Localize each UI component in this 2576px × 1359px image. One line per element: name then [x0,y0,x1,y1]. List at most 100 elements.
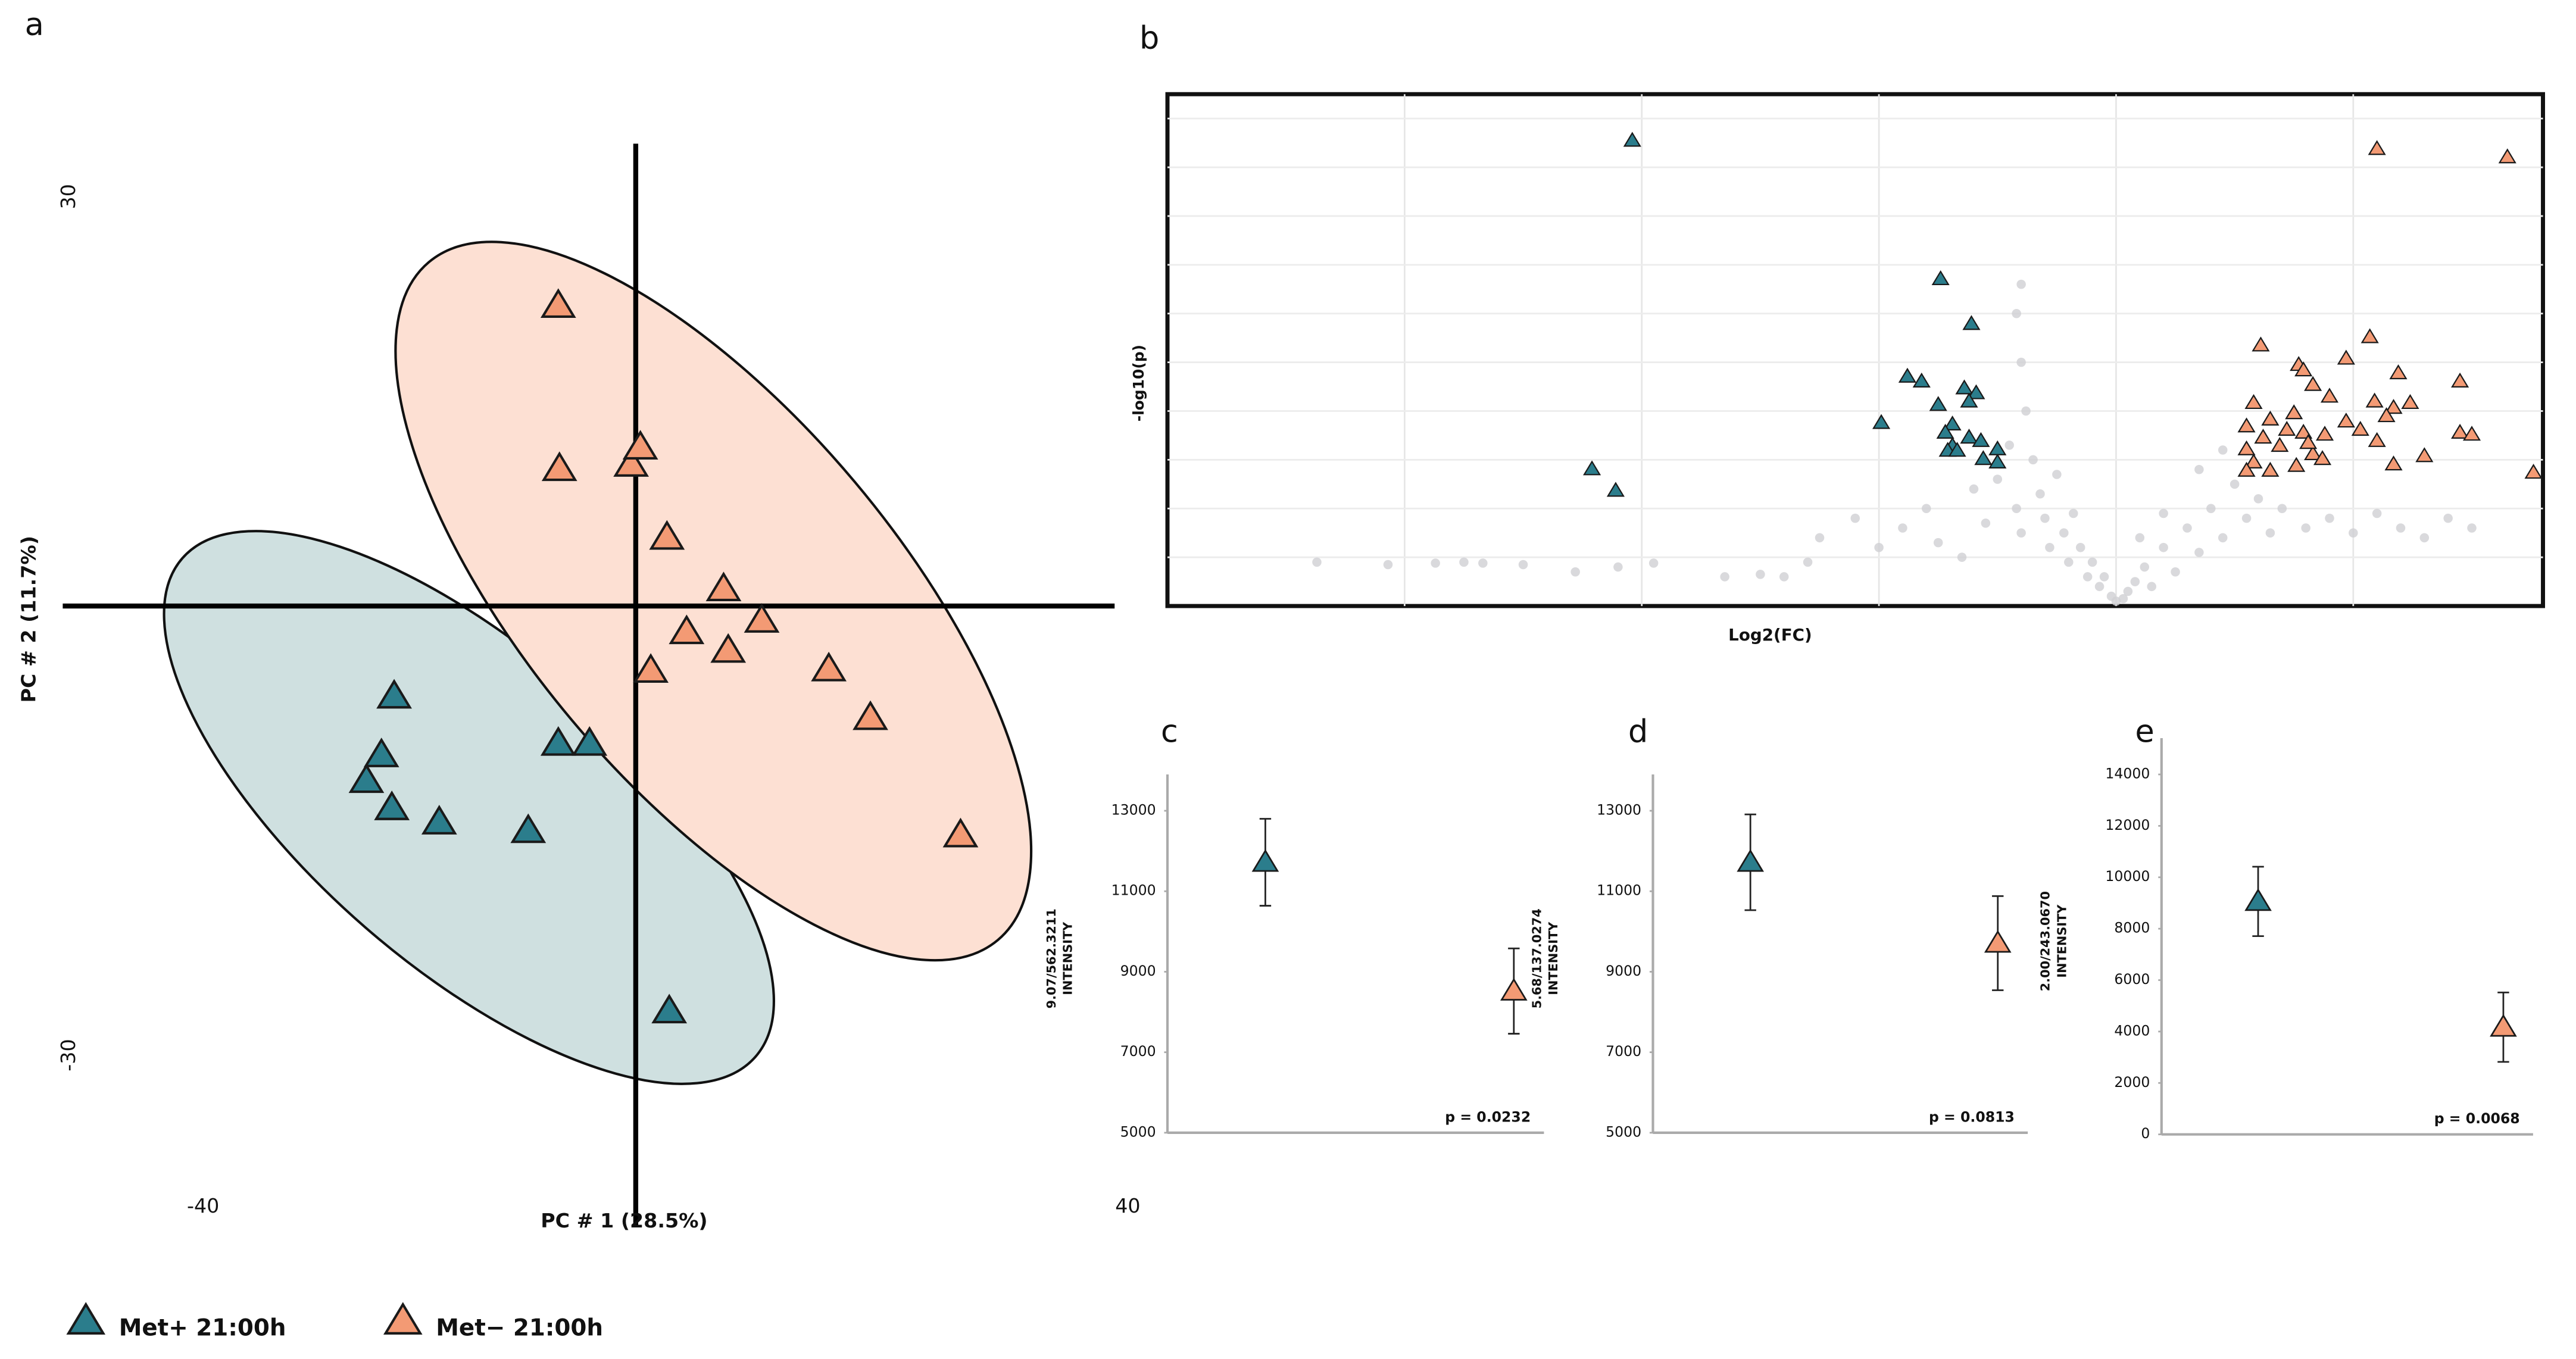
point [2244,393,2263,410]
point [2123,586,2133,596]
point [2094,582,2104,592]
panel-letter: b [1139,20,1159,56]
y-tick-label: 30 [57,184,80,209]
point [1981,518,1991,528]
point [2218,533,2228,543]
annotation: p = 0.0232 [1445,1108,1531,1125]
point [1500,977,1528,1001]
point [2099,572,2109,582]
point [2396,523,2406,533]
point [2194,548,2204,557]
point [2377,407,2396,423]
point [1459,557,1469,567]
point [2016,279,2026,289]
point [2462,426,2481,441]
y-tick-label: -30 [57,1039,80,1071]
point [1898,523,1907,533]
point [2498,148,2516,164]
point [2147,582,2156,592]
panel-letter: a [25,7,44,43]
legend-label: Met+ 21:00h [119,1314,286,1341]
point [651,994,688,1024]
point [2294,361,2313,377]
point [1948,442,1966,457]
point [2299,434,2318,449]
point [2237,440,2256,455]
point [1623,132,1641,147]
point [1960,429,1978,444]
y-tick-label: 0 [2141,1125,2150,1142]
point [2130,577,2140,586]
point [2159,543,2168,552]
point [2159,508,2168,518]
point [2254,429,2272,444]
point [1613,562,1623,572]
point [1988,453,2007,468]
point [2261,410,2280,426]
point [2524,464,2543,479]
y-axis-label: -log10(p) [1130,345,1147,421]
annotation: p = 0.0068 [2434,1110,2520,1127]
point [2384,399,2403,414]
y-tick-label: 2000 [2114,1074,2150,1091]
point [811,651,847,682]
point [2337,349,2355,365]
point [1972,432,1990,447]
point [1943,415,1962,431]
point [1570,567,1580,577]
y-tick-label: 13000 [1111,802,1156,818]
y-tick-label: 11000 [1111,882,1156,899]
point [2230,479,2240,489]
point [2337,413,2355,428]
point [2304,445,2322,461]
x-axis-label: PC # 1 (28.5%) [541,1209,707,1232]
point [2118,594,2128,604]
point [2277,504,2287,514]
point [2253,494,2263,504]
point [2087,557,2097,567]
point [633,653,669,683]
point [2368,140,2386,155]
legend-marker [383,1302,423,1335]
point [2182,523,2192,533]
point [1967,384,1985,399]
point [1984,930,2012,953]
point [1756,570,1765,579]
point [2135,533,2145,543]
point [2140,562,2150,572]
point [2075,543,2085,552]
point [2206,504,2216,514]
point [649,520,685,550]
point [1922,504,1931,514]
point [2040,513,2050,523]
point [2301,523,2310,533]
point [2021,406,2031,416]
point [1803,557,1813,567]
y-tick-label: 4000 [2114,1022,2150,1039]
y-tick-label: 6000 [2114,971,2150,988]
point [363,738,399,767]
point [705,571,742,602]
point [1606,482,1625,497]
point [540,288,576,318]
point [1931,270,1950,286]
point [1993,474,2003,484]
point [1898,367,1916,383]
point [2237,417,2256,433]
point [2372,508,2382,518]
point [2064,557,2074,567]
point [1988,440,2007,455]
point [2490,1014,2517,1037]
point [622,430,658,460]
point [1648,558,1659,568]
plot-frame [1165,92,2545,608]
point [2415,447,2434,463]
point [2368,432,2386,447]
point [540,726,576,756]
y-axis-label: 5.68/137.0274 [1529,908,1544,1008]
y-tick-label: 7000 [1120,1043,1156,1060]
point [1974,450,1993,466]
point [2059,528,2069,538]
